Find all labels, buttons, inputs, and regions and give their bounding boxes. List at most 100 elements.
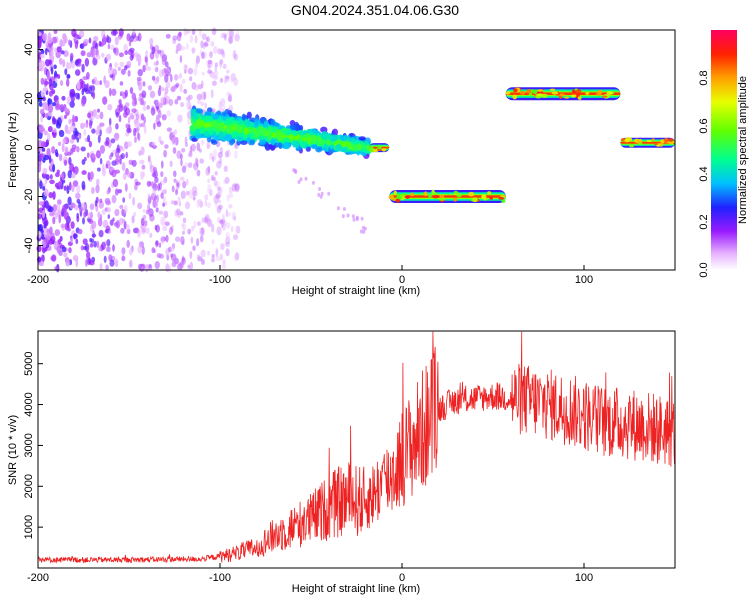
heatmap-cell	[145, 50, 148, 56]
heatmap-cell	[98, 201, 104, 209]
heatmap-cell	[68, 39, 71, 46]
heatmap-cell	[240, 140, 248, 145]
heatmap-cell	[72, 233, 78, 239]
heatmap-cell	[164, 61, 169, 68]
heatmap-cell	[83, 156, 87, 162]
heatmap-cell	[154, 44, 159, 52]
heatmap-cell	[85, 209, 89, 217]
heatmap-cells	[36, 27, 675, 273]
heatmap-cell	[344, 142, 352, 147]
heatmap-cell	[86, 152, 90, 159]
heatmap-cell	[180, 190, 186, 199]
heatmap-cell	[168, 98, 174, 106]
heatmap-cell	[191, 47, 195, 54]
heatmap-cell	[206, 36, 211, 43]
heatmap-cell	[362, 229, 366, 234]
heatmap-cell	[137, 202, 143, 210]
heatmap-cell	[184, 68, 187, 74]
heatmap-cell	[109, 87, 112, 97]
heatmap-cell	[149, 232, 153, 239]
heatmap-cell	[156, 121, 162, 128]
heatmap-cell	[208, 189, 213, 197]
heatmap-cell	[127, 117, 131, 124]
heatmap-cell	[192, 196, 196, 201]
heatmap-cell	[304, 176, 308, 181]
heatmap-cell	[70, 59, 76, 69]
heatmap-cell	[99, 80, 103, 86]
heatmap-cell	[181, 148, 186, 153]
heatmap-cell	[106, 207, 112, 213]
heatmap-cell	[157, 88, 162, 97]
heatmap-cell	[131, 159, 137, 167]
heatmap-cell	[128, 192, 132, 200]
heatmap-cell	[101, 52, 105, 58]
heatmap-cell	[283, 128, 289, 135]
heatmap-cell	[125, 151, 128, 159]
heatmap-cell	[120, 153, 125, 160]
heatmap-cell	[126, 33, 131, 42]
heatmap-cell	[165, 234, 169, 243]
heatmap-cell	[58, 153, 63, 162]
heatmap-cell	[115, 123, 119, 130]
heatmap-cell	[40, 77, 45, 85]
y-tick-label: -40	[23, 238, 35, 254]
heatmap-cell	[277, 133, 282, 142]
heatmap-cell	[223, 179, 228, 185]
heatmap-cell	[104, 80, 110, 89]
heatmap-cell	[352, 217, 356, 222]
heatmap-cell	[36, 245, 42, 253]
heatmap-cell	[172, 35, 178, 41]
heatmap-cell	[44, 200, 49, 209]
heatmap-cell	[220, 218, 226, 224]
heatmap-cell	[137, 68, 144, 77]
heatmap-cell	[199, 200, 204, 208]
heatmap-cell	[95, 129, 100, 136]
heatmap-cell	[179, 83, 183, 93]
heatmap-cell	[203, 41, 207, 46]
colorbar: 0.0 0.2 0.4 0.6 0.8 Normalized spectral ampl…	[698, 30, 749, 278]
heatmap-cell	[120, 147, 125, 152]
heatmap-cell	[180, 45, 186, 51]
heatmap-cell	[432, 195, 439, 199]
heatmap-cell	[239, 132, 244, 138]
y-tick-label: 20	[23, 92, 35, 104]
heatmap-cell	[129, 35, 134, 43]
heatmap-cell	[277, 142, 283, 149]
heatmap-cell	[118, 99, 122, 105]
heatmap-cell	[180, 153, 183, 160]
heatmap-cell	[153, 61, 159, 66]
heatmap-cell	[163, 149, 167, 158]
heatmap-cell	[129, 112, 134, 120]
heatmap-cell	[227, 35, 234, 44]
heatmap-cell	[487, 191, 492, 195]
heatmap-cell	[111, 194, 117, 204]
heatmap-cell	[106, 238, 111, 247]
heatmap-cell	[164, 221, 170, 226]
heatmap-cell	[129, 86, 134, 95]
heatmap-cell	[189, 76, 193, 82]
heatmap-cell	[134, 119, 140, 128]
heatmap-cell	[176, 150, 182, 160]
heatmap-cell	[181, 255, 185, 265]
heatmap-cell	[577, 96, 582, 100]
heatmap-cell	[95, 184, 100, 194]
heatmap-cell	[183, 88, 188, 94]
heatmap-cell	[200, 139, 205, 146]
heatmap-cell	[48, 206, 54, 213]
heatmap-cell	[59, 79, 64, 87]
heatmap-cell	[99, 122, 105, 127]
heatmap-cell	[355, 215, 359, 220]
heatmap-cell	[166, 127, 173, 132]
heatmap-cell	[177, 114, 183, 123]
heatmap-cell	[537, 93, 543, 96]
heatmap-cell	[133, 211, 136, 217]
heatmap-cell	[123, 204, 128, 214]
heatmap-cell	[185, 190, 190, 196]
heatmap-cell	[42, 157, 46, 163]
heatmap-cell	[119, 158, 122, 165]
snr-y-label: SNR (10 * v/v)	[7, 415, 19, 485]
heatmap-cell	[234, 33, 240, 42]
heatmap-cell	[179, 260, 185, 269]
heatmap-cell	[197, 83, 203, 90]
heatmap-cell	[112, 178, 119, 188]
